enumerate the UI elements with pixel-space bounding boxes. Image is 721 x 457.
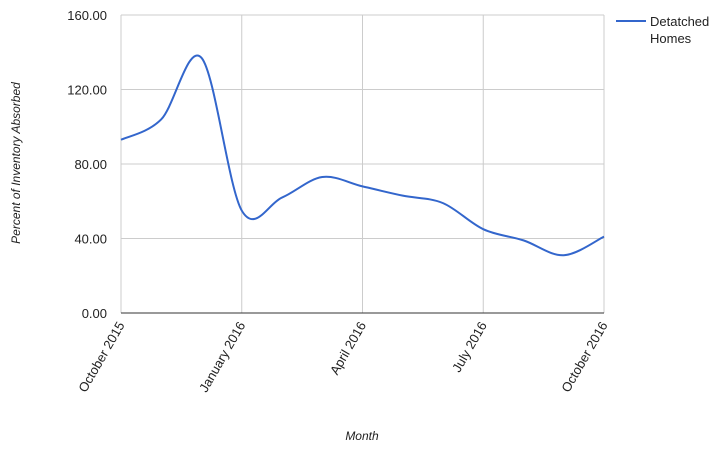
x-tick-label: April 2016 xyxy=(327,319,369,377)
y-tick-label: 40.00 xyxy=(74,232,107,247)
x-tick-labels: October 2015 January 2016 April 2016 July 2… xyxy=(75,319,610,395)
x-tick-label: October 2015 xyxy=(75,319,127,395)
series-line-detatched-homes xyxy=(120,54,605,257)
gridlines xyxy=(120,14,605,313)
legend-label-line2: Homes xyxy=(650,31,692,46)
legend: Detatched Homes xyxy=(616,14,709,46)
x-tick-label: October 2016 xyxy=(558,319,610,395)
series-lines xyxy=(120,54,605,257)
y-tick-label: 160.00 xyxy=(67,8,107,23)
y-tick-label: 80.00 xyxy=(74,157,107,172)
x-axis-title: Month xyxy=(345,429,379,443)
y-tick-labels: 0.00 40.00 80.00 120.00 160.00 xyxy=(67,8,107,321)
x-tick-label: January 2016 xyxy=(196,319,248,395)
y-axis-title: Percent of Inventory Absorbed xyxy=(9,82,23,244)
y-tick-label: 120.00 xyxy=(67,83,107,98)
legend-label-line1: Detatched xyxy=(650,14,709,29)
x-tick-label: July 2016 xyxy=(449,319,490,375)
y-tick-label: 0.00 xyxy=(82,306,107,321)
